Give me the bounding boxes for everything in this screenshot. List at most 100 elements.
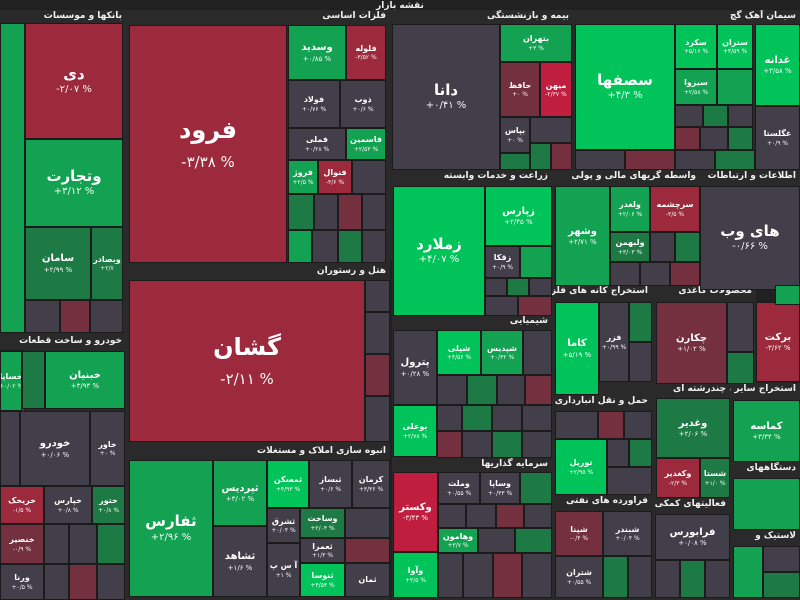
stock-tile[interactable] [437, 431, 462, 458]
stock-tile[interactable] [727, 352, 754, 384]
stock-tile[interactable]: خنصیر -۰/۹ % [0, 524, 44, 564]
stock-tile[interactable] [763, 546, 800, 572]
stock-tile[interactable] [463, 553, 493, 598]
stock-tile[interactable]: شستا +۱/۰ % [700, 458, 730, 498]
stock-tile[interactable]: فروژ +۲/۵ % [288, 160, 318, 194]
stock-tile[interactable] [485, 278, 507, 296]
stock-tile[interactable]: برکت -۳/۶۲ % [756, 302, 800, 382]
stock-tile[interactable] [515, 528, 552, 553]
stock-tile[interactable]: وسدید +۰/۸۵ % [288, 25, 346, 80]
stock-tile[interactable]: کماسه +۳/۳۴ % [733, 400, 800, 462]
stock-tile[interactable]: ثشاهد +۱/۶ % [213, 526, 267, 597]
stock-tile[interactable]: خودرو +۰/۰۶ % [20, 411, 90, 486]
stock-tile[interactable]: کاما +۵/۱۹ % [555, 302, 599, 395]
stock-tile[interactable]: های وب -۰/۶۶ % [700, 186, 800, 290]
stock-tile[interactable] [625, 150, 675, 170]
stock-tile[interactable]: شبندر +۰/۰۴ % [603, 511, 652, 556]
stock-tile[interactable] [496, 504, 524, 528]
stock-tile[interactable] [650, 232, 675, 262]
stock-tile[interactable]: ستران +۳/۵۹ % [717, 24, 753, 69]
stock-tile[interactable]: بوعلی +۲/۷۸ % [393, 405, 437, 457]
stock-tile[interactable] [485, 296, 518, 316]
stock-tile[interactable]: سامان +۲/۹۹ % [25, 227, 91, 300]
stock-tile[interactable]: فاسمین +۲/۵۳ % [346, 128, 386, 160]
stock-tile[interactable]: فلوله -۳/۵۲ % [346, 25, 386, 80]
stock-tile[interactable] [362, 194, 386, 230]
stock-tile[interactable] [492, 431, 522, 458]
stock-tile[interactable] [703, 105, 728, 127]
stock-tile[interactable] [44, 524, 69, 564]
stock-tile[interactable]: فزر +۰/۹۹ % [599, 302, 629, 382]
stock-tile[interactable] [607, 439, 629, 467]
stock-tile[interactable] [338, 230, 362, 263]
stock-tile[interactable] [524, 504, 552, 528]
stock-tile[interactable]: پترول +۰/۲۸ % [393, 330, 437, 405]
stock-tile[interactable] [438, 504, 466, 528]
stock-tile[interactable] [492, 405, 522, 431]
stock-tile[interactable] [497, 375, 525, 405]
stock-tile[interactable] [520, 472, 552, 504]
stock-tile[interactable]: زملارد +۴/۰۷ % [393, 186, 485, 316]
stock-tile[interactable]: ثمان [345, 563, 390, 597]
stock-tile[interactable]: ولغدر +۲/۰۶ % [610, 186, 650, 232]
stock-tile[interactable] [728, 105, 753, 127]
stock-tile[interactable]: وغدیر +۲/۰۶ % [656, 398, 730, 458]
stock-tile[interactable]: غگلستا +۰/۹ % [755, 106, 800, 170]
stock-tile[interactable] [44, 564, 69, 600]
stock-tile[interactable]: زپارس +۲/۴۵ % [485, 186, 552, 246]
stock-tile[interactable] [365, 312, 390, 354]
stock-tile[interactable]: وبصادر +۲/۷ [91, 227, 123, 300]
stock-tile[interactable]: وآوا +۳/۵ % [393, 552, 438, 598]
stock-tile[interactable]: سکرد +۵/۱۶ % [675, 24, 717, 69]
stock-tile[interactable] [727, 302, 754, 352]
stock-tile[interactable]: ثشرق +۰/۰۴ % [267, 508, 300, 543]
stock-tile[interactable]: فملی +۰/۲۸ % [288, 128, 346, 160]
stock-tile[interactable]: گشان -۲/۱۱ % [129, 280, 365, 442]
stock-tile[interactable] [700, 127, 728, 150]
stock-tile[interactable] [97, 564, 125, 600]
stock-tile[interactable] [551, 143, 572, 170]
stock-tile[interactable]: شتران +۰/۵۵ % [555, 556, 603, 598]
stock-tile[interactable]: فرابورس +۰/۰۸ % [655, 514, 730, 560]
stock-tile[interactable] [575, 150, 625, 170]
stock-tile[interactable] [675, 232, 700, 262]
stock-tile[interactable]: حافظ +۰ % [500, 62, 540, 117]
stock-tile[interactable] [69, 564, 97, 600]
stock-tile[interactable] [670, 262, 700, 286]
stock-tile[interactable] [675, 150, 715, 170]
stock-tile[interactable]: ثعمرا +۱/۳ % [300, 538, 345, 563]
stock-tile[interactable]: سیزوا +۲/۵۸ % [675, 69, 717, 105]
stock-tile[interactable]: زقکا +۰/۹ % [485, 246, 520, 278]
stock-tile[interactable]: ثفارس +۲/۹۶ % [129, 460, 213, 597]
stock-tile[interactable] [705, 560, 730, 598]
stock-tile[interactable] [462, 431, 492, 458]
stock-tile[interactable]: خریخک -۱/۵ % [0, 486, 44, 524]
stock-tile[interactable] [655, 560, 680, 598]
stock-tile[interactable]: ثنوسا +۴/۵۳ % [300, 563, 345, 597]
stock-tile[interactable]: سرچشمه -۳/۵ % [650, 186, 700, 232]
stock-tile[interactable] [522, 553, 552, 598]
stock-tile[interactable] [365, 396, 390, 442]
stock-tile[interactable] [25, 300, 60, 333]
stock-tile[interactable]: ثبساز +۰/۶ % [309, 460, 352, 508]
stock-tile[interactable] [525, 375, 552, 405]
stock-tile[interactable]: میهن -۲/۳۷ % [540, 62, 572, 117]
stock-tile[interactable]: خپارس +۰/۸ % [44, 486, 92, 524]
stock-tile[interactable]: وساپا +۰/۳۳ % [480, 472, 520, 504]
stock-tile[interactable] [603, 556, 628, 598]
stock-tile[interactable]: خبنیان +۳/۹۳ % [45, 351, 125, 409]
stock-tile[interactable] [22, 351, 45, 409]
stock-tile[interactable]: بپاس +۰ % [500, 117, 530, 153]
stock-tile[interactable] [314, 194, 338, 230]
stock-tile[interactable] [555, 411, 598, 439]
stock-tile[interactable]: توریل +۲/۹۵ % [555, 439, 607, 495]
stock-tile[interactable] [462, 405, 492, 431]
stock-tile[interactable] [763, 572, 800, 598]
stock-tile[interactable]: وهامون +۳/۷ % [438, 528, 478, 553]
stock-tile[interactable]: ختور +۰/۸ % [92, 486, 125, 524]
stock-tile[interactable] [365, 354, 390, 396]
stock-tile[interactable]: وشهر +۲/۷۱ % [555, 186, 610, 286]
stock-tile[interactable] [437, 375, 467, 405]
stock-tile[interactable] [733, 478, 800, 530]
stock-tile[interactable] [629, 342, 652, 382]
